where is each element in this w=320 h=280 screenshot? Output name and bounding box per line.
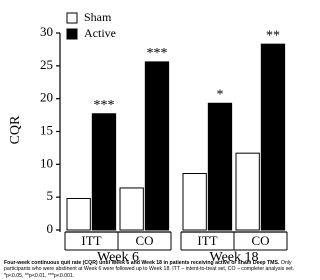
- x-tick-label: ITT: [81, 233, 101, 248]
- legend-label: Active: [84, 26, 116, 40]
- page: CQR 0 5 10 15 20 25 30 Sham Active *** ITT *** CO Wee…: [4, 9, 296, 279]
- x-tick-label: CO: [251, 233, 269, 248]
- significance-label: *: [216, 87, 223, 102]
- bar: [182, 173, 207, 231]
- caption-bold: Four-week continuous quit rate (CQR) unt…: [4, 260, 280, 266]
- bar: [260, 43, 286, 231]
- legend-swatch: [66, 12, 78, 24]
- significance-label: **: [266, 28, 280, 43]
- caption: Four-week continuous quit rate (CQR) unt…: [4, 260, 296, 279]
- bar: [66, 197, 91, 231]
- x-tick-label: ITT: [197, 233, 217, 248]
- x-tick-label: CO: [135, 233, 153, 248]
- bar: [119, 187, 144, 231]
- y-tick-label: 20: [40, 90, 53, 105]
- caption-text: Only participants who were abstinent at …: [4, 260, 295, 279]
- bar: [207, 102, 233, 231]
- y-tick-label: 30: [40, 24, 53, 39]
- y-tick-label: 25: [40, 57, 53, 72]
- legend-swatch: [66, 28, 78, 40]
- significance-label: ***: [93, 98, 114, 113]
- group-label: Week 6: [97, 250, 139, 262]
- chart: CQR 051015202530ShamActive***ITT***COWee…: [8, 10, 288, 262]
- group-label: Week 18: [209, 250, 258, 262]
- y-tick-label: 10: [40, 155, 53, 170]
- significance-label: ***: [146, 46, 167, 61]
- y-tick-label: 15: [40, 122, 53, 137]
- bar: [235, 152, 260, 231]
- bar: [144, 61, 170, 231]
- legend-label: Sham: [84, 10, 112, 24]
- y-tick-label: 5: [47, 188, 54, 203]
- y-tick-label: 0: [47, 221, 54, 236]
- bar: [91, 113, 117, 231]
- y-axis-label: CQR: [8, 115, 23, 144]
